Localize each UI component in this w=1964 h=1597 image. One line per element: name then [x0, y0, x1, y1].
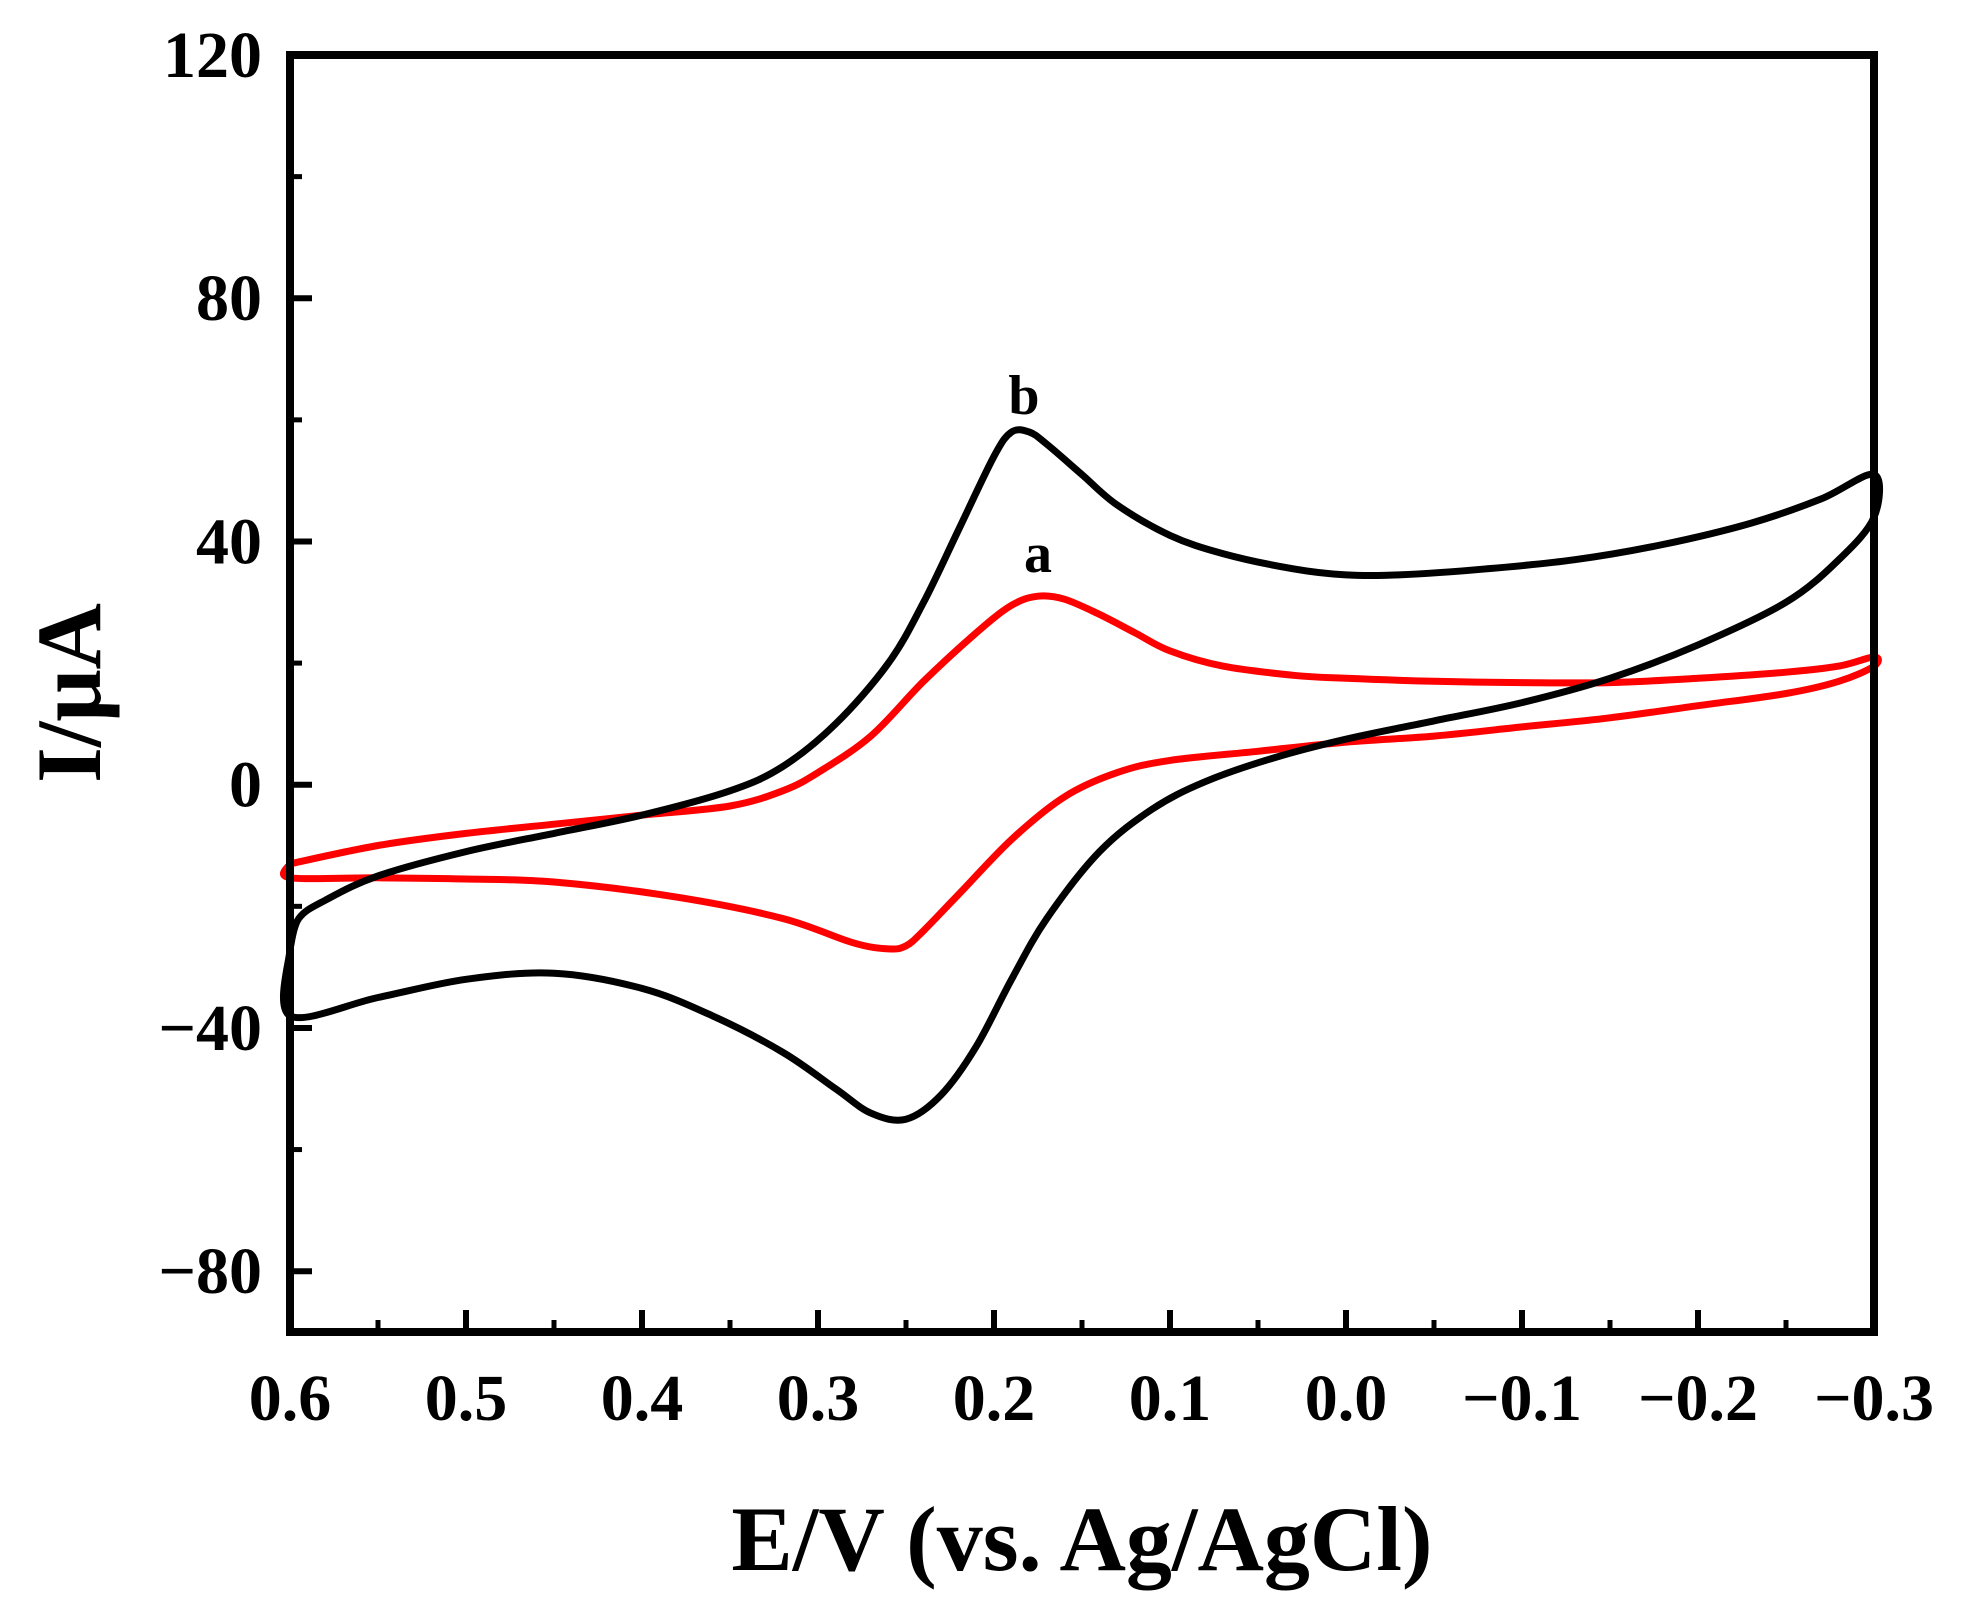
curve-b [279, 426, 1884, 1124]
x-axis-title: E/V (vs. Ag/AgCl) [731, 1488, 1432, 1590]
x-tick-label: 0.3 [777, 1362, 860, 1435]
x-tick-label: −0.2 [1638, 1362, 1758, 1435]
y-tick-label: 0 [229, 749, 262, 822]
x-tick-label: 0.5 [425, 1362, 508, 1435]
plot-frame [286, 51, 1878, 1336]
plot-curves [279, 426, 1884, 1124]
y-tick-labels: −80 −40 0 40 80 120 [158, 19, 262, 1308]
x-tick-label: 0.2 [953, 1362, 1036, 1435]
x-tick-label: 0.1 [1129, 1362, 1212, 1435]
x-tick-labels: 0.6 0.5 0.4 0.3 0.2 0.1 0.0 −0.1 −0.2 −0.3 [249, 1362, 1934, 1435]
curve-a [280, 592, 1882, 953]
x-tick-label: 0.0 [1305, 1362, 1388, 1435]
x-tick-label: 0.6 [249, 1362, 332, 1435]
y-tick-label: −80 [158, 1235, 262, 1308]
curve-label-a: a [1024, 523, 1052, 585]
x-tick-label: −0.1 [1462, 1362, 1582, 1435]
y-tick-label: 80 [196, 262, 262, 335]
curve-labels: ab [1008, 365, 1052, 585]
y-tick-label: 120 [163, 19, 262, 92]
y-tick-label: −40 [158, 992, 262, 1065]
curve-label-b: b [1008, 365, 1039, 427]
axis-ticks [287, 52, 1877, 1332]
x-tick-label: 0.4 [601, 1362, 684, 1435]
x-tick-label: −0.3 [1814, 1362, 1934, 1435]
y-axis-title: I/μA [18, 603, 120, 783]
y-tick-label: 40 [196, 505, 262, 578]
